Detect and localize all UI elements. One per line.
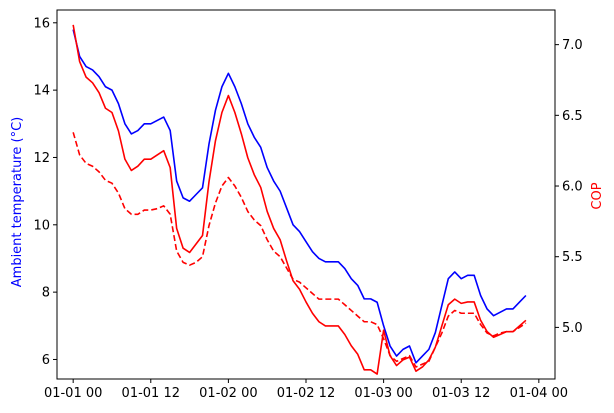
left-y-axis: 6 8 10 12 14 16 bbox=[33, 16, 57, 368]
x-tick-label: 01-02 00 bbox=[199, 386, 257, 401]
left-y-tick-label: 8 bbox=[42, 286, 50, 301]
right-y-tick-label: 5.0 bbox=[562, 321, 583, 336]
x-tick-label: 01-03 00 bbox=[354, 386, 412, 401]
left-y-tick-label: 6 bbox=[42, 353, 50, 368]
x-tick-label: 01-04 00 bbox=[510, 386, 568, 401]
x-tick-label: 01-01 00 bbox=[44, 386, 102, 401]
x-axis: 01-01 00 01-01 12 01-02 00 01-02 12 01-03 00… bbox=[44, 379, 568, 401]
left-y-tick-label: 10 bbox=[33, 218, 50, 233]
series-layer bbox=[72, 24, 527, 375]
x-tick-label: 01-02 12 bbox=[277, 386, 335, 401]
cop-dashed-line bbox=[72, 132, 527, 368]
right-y-tick-label: 6.5 bbox=[562, 109, 583, 124]
ambient-temperature-line bbox=[72, 29, 527, 364]
right-y-tick-label: 7.0 bbox=[562, 38, 583, 53]
right-y-axis: 5.0 5.5 6.0 6.5 7.0 bbox=[555, 38, 583, 336]
cop-line bbox=[72, 24, 527, 375]
right-y-tick-label: 5.5 bbox=[562, 250, 583, 265]
left-y-tick-label: 14 bbox=[33, 84, 50, 99]
left-axis-label: Ambient temperature (°C) bbox=[10, 117, 25, 287]
left-y-tick-label: 12 bbox=[33, 151, 50, 166]
right-y-tick-label: 6.0 bbox=[562, 180, 583, 195]
right-axis-label: COP bbox=[590, 182, 605, 209]
left-y-tick-label: 16 bbox=[33, 16, 50, 31]
x-tick-label: 01-03 12 bbox=[432, 386, 490, 401]
x-tick-label: 01-01 12 bbox=[122, 386, 180, 401]
